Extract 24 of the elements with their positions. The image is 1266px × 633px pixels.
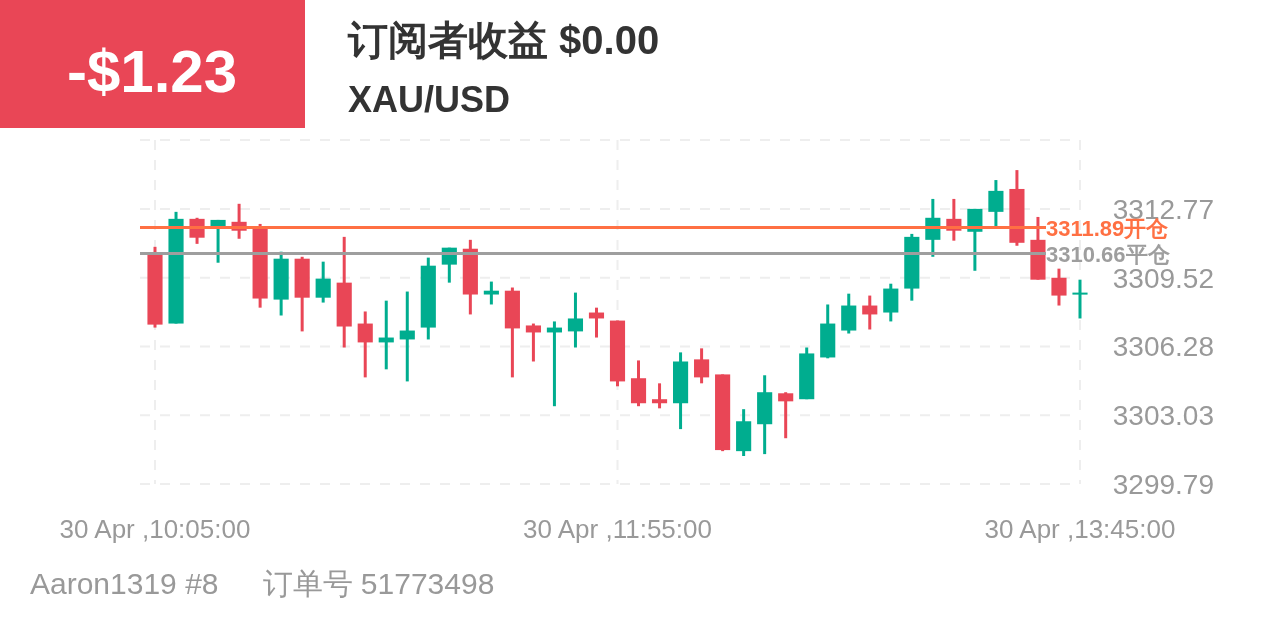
chart-subtitle: XAU/USD: [348, 79, 511, 120]
candlestick: [315, 261, 331, 303]
candlestick: [525, 323, 541, 362]
x-tick-label: 30 Apr ,11:55:00: [523, 514, 712, 544]
y-tick-label: 3303.03: [1112, 400, 1214, 432]
candlestick: [567, 292, 584, 348]
x-tick-label: 30 Apr ,10:05:00: [59, 514, 251, 544]
candlestick: [1051, 268, 1067, 306]
text: -$1.23: [66, 38, 238, 105]
candlestick: [988, 180, 1004, 228]
chart-title: 订阅者收益 $0.00: [347, 18, 660, 62]
candlestick: [651, 383, 668, 409]
text: 订单号 51773498: [262, 567, 495, 600]
text: Aaron1319 #8: [30, 567, 219, 600]
x-tick-label: 30 Apr ,13:45:00: [984, 514, 1176, 544]
candlestick: [483, 281, 499, 305]
candlestick: [694, 348, 710, 384]
candlestick: [883, 283, 899, 322]
y-tick-label: 3299.79: [1112, 469, 1214, 500]
candlestick: [1072, 279, 1088, 319]
y-tick-label: 3306.28: [1112, 331, 1214, 363]
candlestick: [357, 311, 373, 378]
ref-line-label: 3310.66平仓: [1046, 241, 1171, 267]
candlestick: [778, 392, 794, 440]
